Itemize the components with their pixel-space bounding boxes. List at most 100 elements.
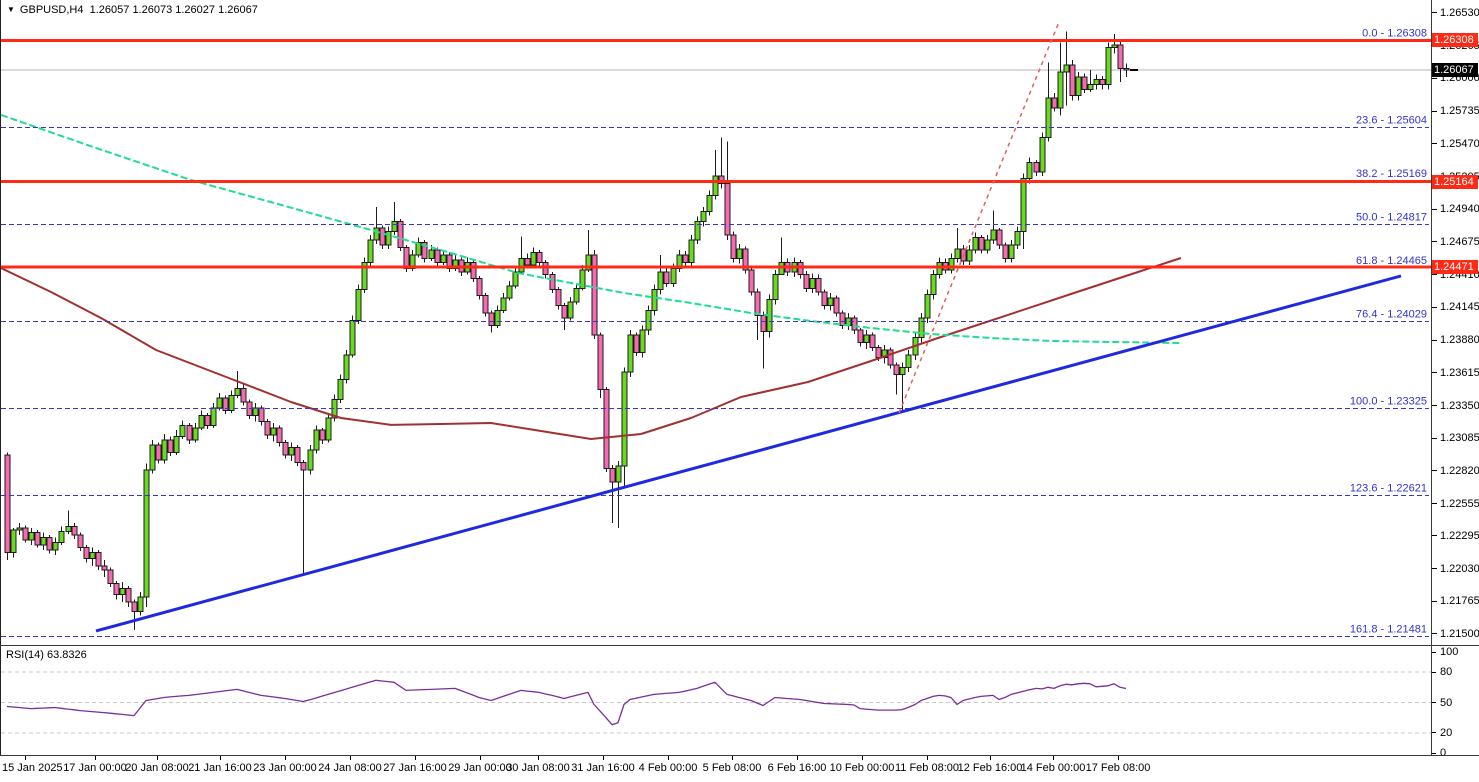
bull-candle (639, 329, 646, 353)
fib-level-label: 76.4 - 1.24029 (1356, 309, 1427, 321)
bull-candle (198, 414, 205, 429)
bull-candle (700, 211, 707, 223)
price-tick (1432, 372, 1437, 374)
bull-candle (428, 249, 435, 260)
bear-candle (833, 297, 840, 314)
fib-level-label: 161.8 - 1.21481 (1350, 623, 1427, 635)
bull-candle (567, 301, 574, 319)
bear-candle (893, 364, 900, 376)
symbol-dropdown-icon[interactable]: ▼ (7, 5, 15, 14)
rsi-indicator-pane[interactable]: RSI(14) 63.8326 (0, 646, 1432, 755)
price-tick (1432, 12, 1437, 14)
time-tick (480, 756, 481, 760)
bull-candle (325, 417, 332, 441)
bull-candle (573, 287, 580, 303)
price-chart-canvas[interactable]: 0.0 - 1.26308 23.6 - 1.25604 38.2 - 1.2516… (1, 0, 1432, 645)
bull-candle (954, 248, 961, 260)
price-axis[interactable]: 1.265301.262651.260001.257351.254701.252… (1432, 0, 1479, 759)
bull-candle (918, 317, 925, 339)
rsi-line (6, 679, 1127, 726)
bear-candle (1051, 97, 1058, 109)
time-tick (157, 756, 158, 760)
time-tick (95, 756, 96, 760)
time-axis-label: 17 Feb 08:00 (1085, 762, 1151, 774)
bull-candle (1087, 84, 1094, 91)
pane-separator-top[interactable] (0, 645, 1479, 646)
ascending-trendline[interactable] (95, 274, 1402, 633)
bull-candle (1014, 230, 1021, 246)
bear-candle (421, 242, 428, 260)
steep-rally-trendline[interactable] (898, 21, 1060, 414)
bear-candle (1002, 244, 1009, 260)
fib-level-label: 23.6 - 1.25604 (1356, 114, 1427, 126)
rsi-tick (1432, 671, 1436, 673)
bull-candle (500, 297, 507, 311)
time-axis-label: 23 Jan 00:00 (253, 762, 317, 774)
bear-candle (46, 537, 53, 551)
rsi-tick (1432, 732, 1436, 734)
time-tick (538, 756, 539, 760)
rsi-tick-label: 20 (1440, 726, 1453, 739)
bear-candle (222, 397, 229, 411)
bear-candle (113, 582, 120, 595)
bear-candle (724, 182, 731, 236)
level-price-badge: 1.26308 (1432, 33, 1478, 48)
bear-candle (397, 221, 404, 249)
bear-candle (107, 569, 114, 584)
bear-candle (300, 461, 307, 471)
rsi-tick (1432, 702, 1436, 703)
bull-candle (712, 175, 719, 197)
price-tick (1432, 306, 1437, 308)
bear-candle (282, 442, 289, 456)
price-tick (1432, 568, 1437, 570)
main-chart-pane[interactable]: 0.0 - 1.26308 23.6 - 1.25604 38.2 - 1.2516… (0, 0, 1432, 645)
time-axis[interactable]: 15 Jan 2025 17 Jan 00:00 20 Jan 08:00 21 Ja… (0, 756, 1479, 782)
bear-candle (488, 312, 495, 326)
rsi-canvas[interactable] (1, 646, 1432, 755)
rsi-tick-label: 80 (1440, 666, 1453, 679)
rsi-indicator-label: RSI(14) 63.8326 (6, 649, 87, 661)
bull-candle (173, 435, 180, 453)
bull-candle (518, 258, 525, 273)
bull-candle (288, 447, 295, 456)
bull-candle (924, 293, 931, 319)
bull-candle (137, 596, 144, 613)
time-axis-label: 17 Jan 00:00 (63, 762, 127, 774)
time-axis-label: 6 Feb 16:00 (767, 762, 827, 774)
time-tick (603, 756, 604, 760)
bull-candle (1075, 76, 1082, 97)
bull-candle (627, 334, 634, 373)
price-tick-label: 1.21500 (1440, 627, 1479, 640)
time-axis-label: 10 Feb 00:00 (829, 762, 895, 774)
bear-candle (682, 254, 689, 263)
bear-candle (204, 414, 211, 426)
price-tick (1432, 470, 1437, 472)
bull-candle (1045, 97, 1052, 139)
current-price-badge: 1.26067 (1432, 63, 1478, 78)
bear-candle (403, 247, 410, 270)
bull-candle (948, 258, 955, 271)
price-tick (1432, 208, 1437, 210)
price-tick-label: 1.21765 (1440, 595, 1479, 608)
rsi-tick (1432, 752, 1436, 754)
price-tick-label: 1.22820 (1440, 464, 1479, 477)
bull-candle (234, 387, 241, 397)
price-tick-label: 1.22295 (1440, 529, 1479, 542)
bull-candle (1039, 137, 1046, 173)
bull-candle (494, 309, 501, 326)
bull-candle (657, 271, 664, 291)
bull-candle (899, 366, 906, 376)
bear-candle (821, 291, 828, 307)
bull-candle (905, 354, 912, 368)
fib-level-label: 0.0 - 1.26308 (1362, 27, 1427, 39)
bear-candle (839, 312, 846, 326)
bull-candle (228, 395, 235, 411)
bull-candle (1105, 47, 1112, 86)
bull-candle (512, 271, 519, 287)
ma-fast-line (1, 113, 1182, 344)
bull-candle (706, 195, 713, 213)
time-axis-label: 31 Jan 16:00 (571, 762, 635, 774)
bull-candle (1057, 71, 1064, 109)
price-tick-label: 1.24145 (1440, 301, 1479, 314)
